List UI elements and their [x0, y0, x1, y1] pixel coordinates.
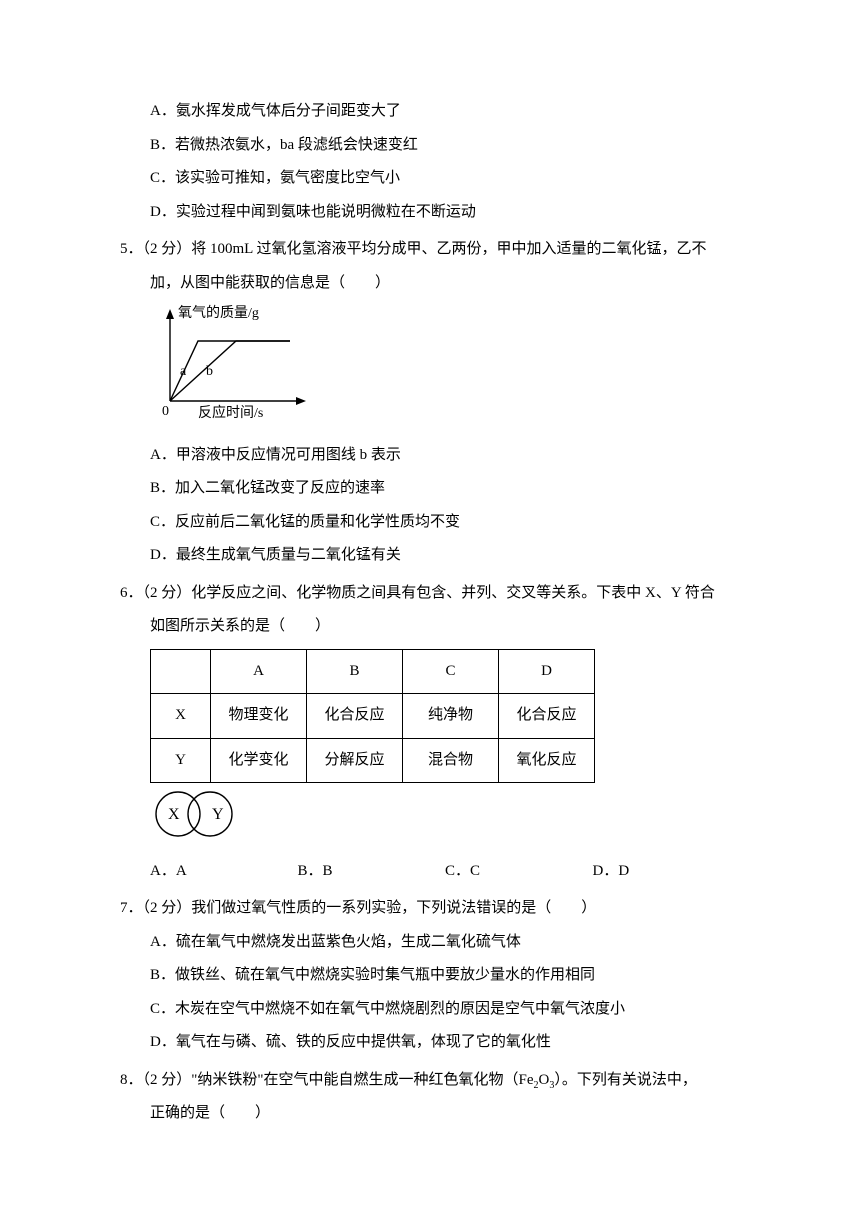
q8-stem-pre: 8．（2 分）"纳米铁粉"在空气中能自燃生成一种红色氧化物（Fe [120, 1072, 534, 1088]
q6-answer-row: A．A B．B C．C D．D [120, 856, 740, 888]
q6-th-blank [151, 649, 211, 694]
q5-option-c: C．反应前后二氧化锰的质量和化学性质均不变 [120, 507, 740, 539]
q4-option-a: A．氨水挥发成气体后分子间距变大了 [120, 96, 740, 128]
q6-answer-c: C．C [445, 856, 593, 888]
q5-chart-origin: 0 [162, 404, 169, 419]
q5-chart: a b 氧气的质量/g 0 反应时间/s [120, 303, 740, 436]
q6-th-c: C [403, 649, 499, 694]
q6-row2-d: 氧化反应 [499, 738, 595, 783]
q7-option-d: D．氧气在与磷、硫、铁的反应中提供氧，体现了它的氧化性 [120, 1027, 740, 1059]
q8-stem-mid: O [539, 1072, 550, 1088]
q5-chart-xlabel: 反应时间/s [198, 404, 263, 421]
q5-chart-ylabel: 氧气的质量/g [178, 305, 259, 321]
q6-row1-a: 物理变化 [211, 694, 307, 739]
q6-row2-label: Y [151, 738, 211, 783]
q5-stem-line1: 5．（2 分）将 100mL 过氧化氢溶液平均分成甲、乙两份，甲中加入适量的二氧… [120, 234, 740, 266]
q6-venn-x: X [168, 806, 180, 823]
q8-stem-line1: 8．（2 分）"纳米铁粉"在空气中能自燃生成一种红色氧化物（Fe2O3）。下列有… [120, 1065, 740, 1097]
q6-row1-b: 化合反应 [307, 694, 403, 739]
q6-th-a: A [211, 649, 307, 694]
q5-chart-label-b: b [206, 364, 213, 379]
q5-chart-label-a: a [180, 364, 187, 379]
q6-row2-c: 混合物 [403, 738, 499, 783]
q6-row1-c: 纯净物 [403, 694, 499, 739]
q4-option-b: B．若微热浓氨水，ba 段滤纸会快速变红 [120, 130, 740, 162]
q6-row1-label: X [151, 694, 211, 739]
q5-stem-line2: 加，从图中能获取的信息是（ ） [120, 268, 740, 300]
q6-table: A B C D X 物理变化 化合反应 纯净物 化合反应 Y 化学变化 分解反应… [150, 649, 595, 784]
q5-option-d: D．最终生成氧气质量与二氧化锰有关 [120, 540, 740, 572]
q6-th-d: D [499, 649, 595, 694]
q8-stem-line2: 正确的是（ ） [120, 1098, 740, 1130]
q6-row2-a: 化学变化 [211, 738, 307, 783]
q8-stem-post: ）。下列有关说法中， [554, 1072, 697, 1088]
q6-answer-a: A．A [150, 856, 298, 888]
q7-stem: 7．（2 分）我们做过氧气性质的一系列实验，下列说法错误的是（ ） [120, 893, 740, 925]
q4-option-c: C．该实验可推知，氨气密度比空气小 [120, 163, 740, 195]
q6-th-b: B [307, 649, 403, 694]
q6-answer-b: B．B [298, 856, 446, 888]
q6-venn-diagram: X Y [120, 789, 740, 852]
q6-venn-y: Y [212, 806, 224, 823]
q6-answer-d: D．D [593, 856, 741, 888]
q6-stem-line1: 6．（2 分）化学反应之间、化学物质之间具有包含、并列、交叉等关系。下表中 X、… [120, 578, 740, 610]
q6-row2-b: 分解反应 [307, 738, 403, 783]
q7-option-b: B．做铁丝、硫在氧气中燃烧实验时集气瓶中要放少量水的作用相同 [120, 960, 740, 992]
q7-option-c: C．木炭在空气中燃烧不如在氧气中燃烧剧烈的原因是空气中氧气浓度小 [120, 994, 740, 1026]
q7-option-a: A．硫在氧气中燃烧发出蓝紫色火焰，生成二氧化硫气体 [120, 927, 740, 959]
q6-row1-d: 化合反应 [499, 694, 595, 739]
q4-option-d: D．实验过程中闻到氨味也能说明微粒在不断运动 [120, 197, 740, 229]
q6-stem-line2: 如图所示关系的是（ ） [120, 611, 740, 643]
q5-option-b: B．加入二氧化锰改变了反应的速率 [120, 473, 740, 505]
q5-option-a: A．甲溶液中反应情况可用图线 b 表示 [120, 440, 740, 472]
